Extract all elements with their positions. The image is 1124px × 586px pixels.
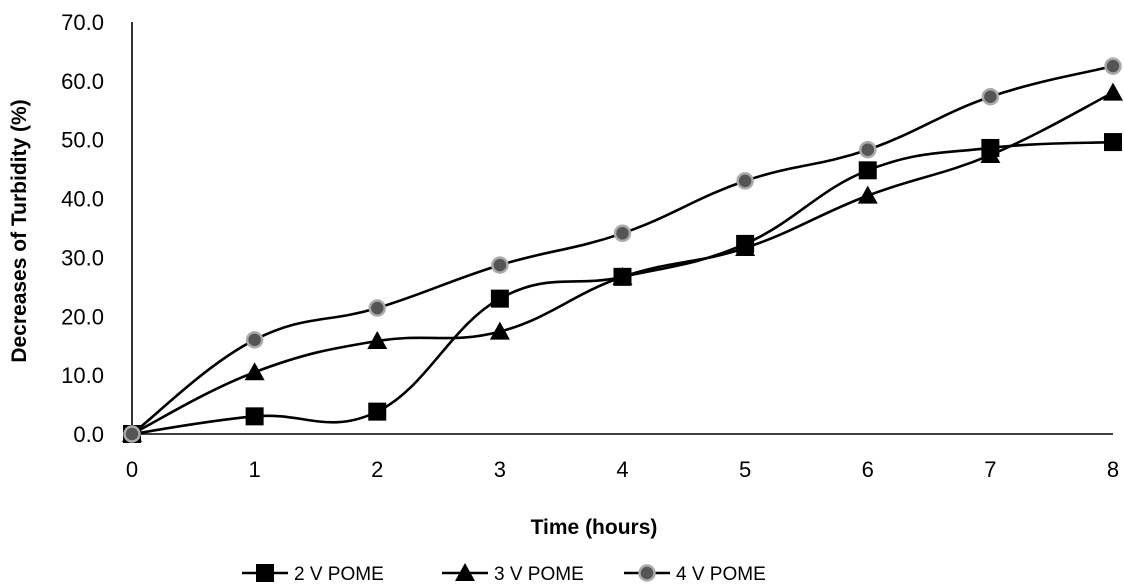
data-point: [368, 402, 387, 421]
series-circle: [123, 57, 1122, 443]
data-point: [613, 224, 632, 243]
y-tick-label: 30.0: [61, 245, 104, 270]
data-point: [490, 289, 509, 308]
legend-marker: [638, 564, 656, 582]
legend-marker: [455, 563, 475, 581]
legend-marker: [256, 564, 274, 582]
series-line: [131, 91, 1114, 436]
legend-label: 2 V POME: [294, 564, 384, 585]
data-point: [857, 185, 878, 204]
data-point: [489, 321, 510, 340]
data-point: [123, 425, 141, 443]
y-tick-label: 70.0: [61, 10, 104, 35]
data-point: [367, 331, 388, 350]
data-point: [245, 331, 264, 349]
x-axis-title: Time (hours): [531, 516, 658, 539]
y-tick-label: 40.0: [61, 187, 104, 212]
data-point: [859, 140, 877, 159]
legend-label: 4 V POME: [676, 564, 766, 585]
x-tick-label: 0: [126, 457, 138, 482]
data-point: [1104, 133, 1122, 152]
legend: 2 V POME 3 V POME 4 V POME: [242, 563, 766, 585]
y-tick-label: 10.0: [61, 363, 104, 388]
x-tick-label: 2: [371, 457, 383, 482]
x-tick-label: 6: [862, 457, 874, 482]
legend-item: 4 V POME: [624, 564, 766, 585]
series-line: [131, 64, 1114, 436]
series-layer: [122, 57, 1123, 443]
axes: [131, 22, 1113, 435]
data-point: [980, 145, 1001, 164]
y-tick-label: 0.0: [73, 422, 104, 447]
data-point: [858, 161, 877, 180]
legend-label: 3 V POME: [494, 564, 584, 585]
data-point: [981, 87, 1000, 106]
x-tick-label: 5: [739, 457, 751, 482]
x-tick-label: 7: [984, 457, 996, 482]
data-point: [491, 256, 509, 274]
x-tick-labels: 0 1 2 3 4 5 6 7 8: [126, 457, 1119, 482]
data-point: [736, 172, 754, 190]
y-axis-title: Decreases of Turbidity (%): [8, 99, 31, 362]
y-tick-label: 50.0: [61, 128, 104, 153]
legend-item: 2 V POME: [242, 564, 384, 585]
data-point: [1104, 57, 1122, 75]
y-tick-label: 20.0: [61, 304, 104, 329]
data-point: [368, 299, 386, 317]
data-point: [612, 266, 633, 285]
y-tick-label: 60.0: [61, 69, 104, 94]
data-point: [245, 407, 264, 426]
x-tick-label: 3: [494, 457, 506, 482]
x-tick-label: 8: [1107, 457, 1119, 482]
legend-item: 3 V POME: [442, 563, 584, 585]
series-square: [123, 133, 1122, 443]
data-point: [244, 362, 265, 381]
data-point: [735, 238, 756, 257]
y-tick-labels: 0.0 10.0 20.0 30.0 40.0 50.0 60.0 70.0: [61, 10, 104, 447]
x-tick-label: 1: [249, 457, 261, 482]
series-triangle: [122, 82, 1123, 442]
x-tick-label: 4: [616, 457, 628, 482]
series-line: [131, 140, 1114, 436]
data-point: [1103, 82, 1123, 101]
